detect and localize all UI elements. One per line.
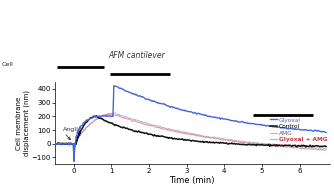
X-axis label: Time (min): Time (min) <box>170 176 215 185</box>
Legend: Glyoxal, Control, AMG, Glyoxal + AMG: Glyoxal, Control, AMG, Glyoxal + AMG <box>268 115 330 144</box>
Text: AFM cantilever: AFM cantilever <box>109 51 166 60</box>
Y-axis label: Cell membrane
displacement (nm): Cell membrane displacement (nm) <box>16 90 30 156</box>
Text: Cell: Cell <box>2 62 13 67</box>
Text: AngII: AngII <box>63 127 79 132</box>
